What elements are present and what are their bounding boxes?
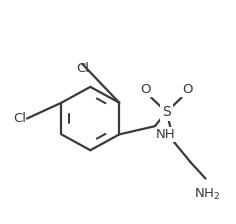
Text: Cl: Cl xyxy=(76,62,89,75)
Text: NH: NH xyxy=(156,128,176,141)
Text: NH$_2$: NH$_2$ xyxy=(194,187,220,202)
Text: O: O xyxy=(182,83,192,96)
Text: Cl: Cl xyxy=(13,112,26,125)
Text: O: O xyxy=(140,83,151,96)
Text: S: S xyxy=(162,105,171,119)
